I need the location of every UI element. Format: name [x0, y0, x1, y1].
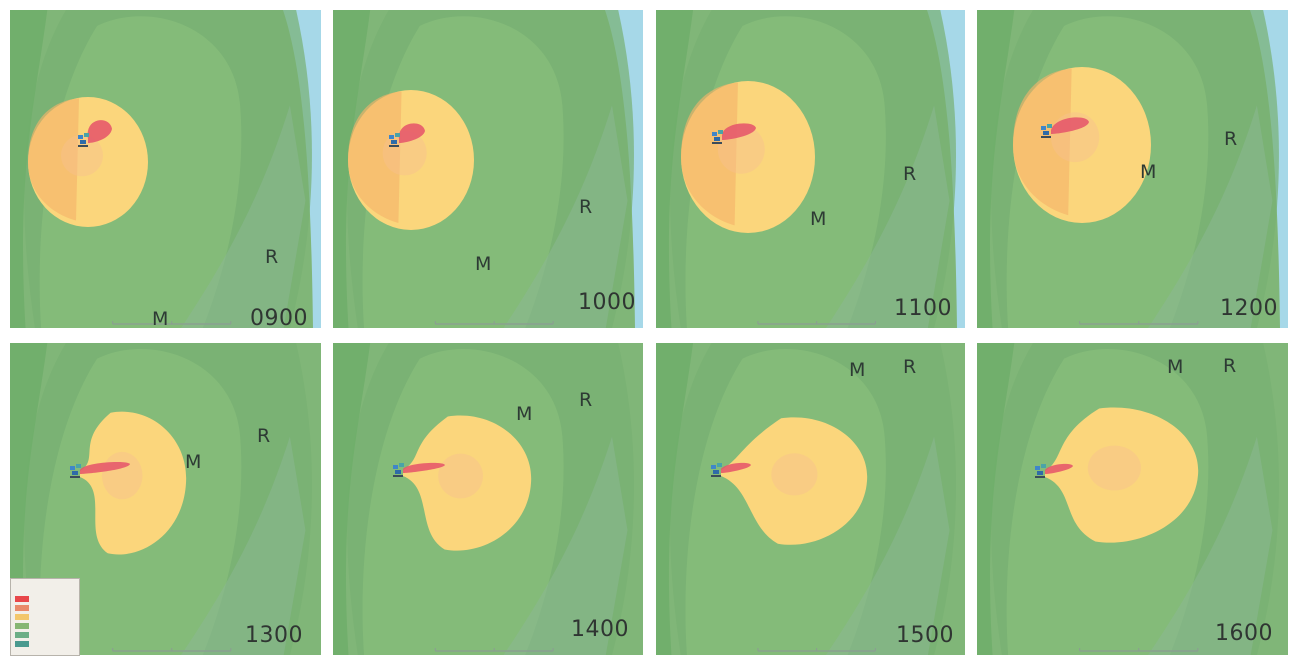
station-marker-icon [393, 463, 404, 477]
map-panel-1100: M R 1100 [656, 10, 965, 328]
map-canvas [977, 343, 1288, 655]
time-label: 1400 [571, 617, 629, 642]
legend-row [15, 595, 75, 603]
source-core [721, 462, 751, 473]
scale-bar [757, 648, 876, 652]
time-label: 1500 [896, 623, 954, 648]
scale-bar [434, 648, 554, 652]
plume-area [1045, 407, 1199, 543]
map-panel-1200: M R 1200 [977, 10, 1288, 328]
time-label: 1600 [1215, 621, 1273, 646]
label-r: R [903, 163, 917, 185]
source-core [87, 120, 112, 143]
map-canvas [656, 10, 965, 328]
legend-swatch [15, 623, 29, 629]
plume-area [721, 417, 868, 545]
label-m: M [849, 359, 866, 381]
map-panel-1500: M R 1500 [656, 343, 965, 655]
label-r: R [1223, 355, 1237, 377]
map-panel-1600: M R 1600 [977, 343, 1288, 655]
time-label: 1100 [894, 296, 952, 321]
map-panel-1300: M R 1300 [10, 343, 321, 655]
legend-row [15, 604, 75, 612]
label-m: M [1167, 356, 1184, 378]
map-canvas [10, 10, 321, 328]
scale-bar [1079, 648, 1199, 652]
label-r: R [579, 389, 593, 411]
label-r: R [1224, 128, 1238, 150]
water-area [927, 10, 965, 328]
scale-bar [112, 648, 232, 652]
label-m: M [1140, 161, 1157, 183]
label-r: R [257, 425, 271, 447]
map-canvas [10, 343, 321, 655]
legend-swatch [15, 605, 29, 611]
legend-swatch [15, 596, 29, 602]
water-area [1250, 10, 1288, 328]
station-marker-icon [70, 464, 81, 478]
source-core [1045, 463, 1073, 474]
label-m: M [475, 253, 492, 275]
legend-row [15, 613, 75, 621]
source-core [722, 123, 756, 140]
legend-row [15, 622, 75, 630]
map-panel-1000: M R 1000 [333, 10, 643, 328]
legend-swatch [15, 641, 29, 647]
map-canvas [333, 10, 643, 328]
map-panel-0900: M R 0900 [10, 10, 321, 328]
map-canvas [656, 343, 965, 655]
label-m: M [185, 451, 202, 473]
station-marker-icon [78, 133, 89, 147]
legend-row [15, 631, 75, 639]
source-core [80, 462, 130, 474]
legend-swatch [15, 614, 29, 620]
map-canvas [977, 10, 1288, 328]
station-marker-icon [1041, 124, 1052, 138]
legend-row [15, 640, 75, 648]
concentration-legend [10, 578, 80, 656]
legend-title [15, 582, 75, 594]
label-m: M [152, 308, 169, 329]
label-r: R [265, 246, 279, 268]
time-label: 0900 [250, 306, 308, 329]
legend-swatch [15, 632, 29, 638]
station-marker-icon [389, 133, 400, 147]
station-marker-icon [712, 130, 723, 144]
label-r: R [903, 356, 917, 378]
label-r: R [579, 196, 593, 218]
scale-bar [757, 321, 876, 325]
source-core [1051, 117, 1089, 134]
source-core [403, 462, 445, 473]
water-area [605, 10, 643, 328]
station-marker-icon [1035, 464, 1046, 478]
plume-area [403, 415, 532, 551]
time-label: 1300 [245, 623, 303, 648]
time-label: 1200 [1220, 296, 1278, 321]
scale-bar [112, 321, 232, 325]
map-canvas [333, 343, 643, 655]
station-marker-icon [711, 463, 722, 477]
scale-bar [1079, 321, 1199, 325]
scale-bar [434, 321, 554, 325]
source-core [398, 123, 425, 143]
label-m: M [810, 208, 827, 230]
water-area [283, 10, 321, 328]
label-m: M [516, 403, 533, 425]
plume-area [80, 411, 187, 555]
time-label: 1000 [578, 290, 636, 315]
map-panel-1400: M R 1400 [333, 343, 643, 655]
